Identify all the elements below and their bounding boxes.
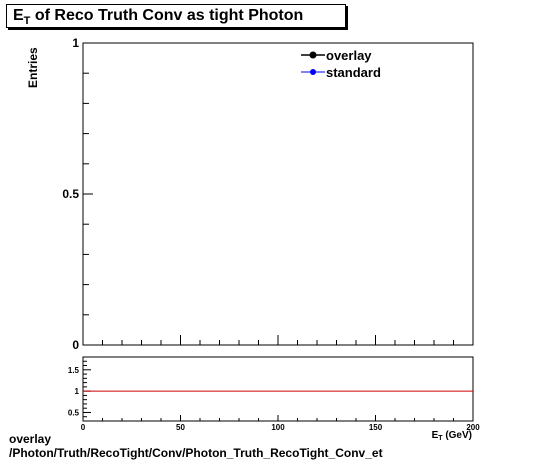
ratio-plot-frame (82, 356, 474, 422)
ratio-x-tick-label: 200 (466, 423, 480, 432)
caption-line-1: overlay (9, 432, 52, 446)
title-subscript: T (23, 15, 31, 27)
chart-title-box: ET of Reco Truth Conv as tight Photon (6, 4, 346, 28)
ratio-x-tick-label: 100 (271, 423, 285, 432)
main-x-axis (82, 335, 474, 345)
legend-standard-marker (310, 69, 316, 75)
main-y-tick-label: 0 (72, 338, 79, 352)
chart-title: ET of Reco Truth Conv as tight Photon (13, 7, 304, 27)
x-axis-label: ET (GeV) (432, 430, 472, 442)
ratio-x-tick-label: 150 (369, 423, 383, 432)
main-y-tick-label: 1 (72, 36, 79, 50)
y-axis-label: Entries (26, 47, 40, 88)
legend: overlay standard (301, 48, 381, 80)
legend-overlay-marker (309, 51, 317, 59)
legend-overlay-label: overlay (326, 48, 372, 63)
title-rest: of Reco Truth Conv as tight Photon (30, 7, 304, 24)
ratio-y-tick-label: 0.5 (68, 408, 80, 417)
legend-standard-label: standard (326, 65, 381, 80)
ratio-y-axis: 0.5 1 1.5 (68, 360, 91, 417)
ratio-x-tick-label: 0 (81, 423, 86, 432)
main-y-axis: 00.51 (62, 36, 93, 352)
ratio-y-tick-label: 1.5 (68, 366, 80, 375)
main-y-tick-label: 0.5 (62, 187, 79, 201)
caption-line-2: /Photon/Truth/RecoTight/Conv/Photon_Trut… (9, 446, 383, 460)
ratio-x-axis: 0 50 100 150 200 (81, 415, 480, 432)
ratio-y-tick-label: 1 (75, 387, 80, 396)
title-main: E (13, 7, 24, 24)
ratio-x-tick-label: 50 (176, 423, 185, 432)
main-plot-frame (82, 42, 474, 346)
